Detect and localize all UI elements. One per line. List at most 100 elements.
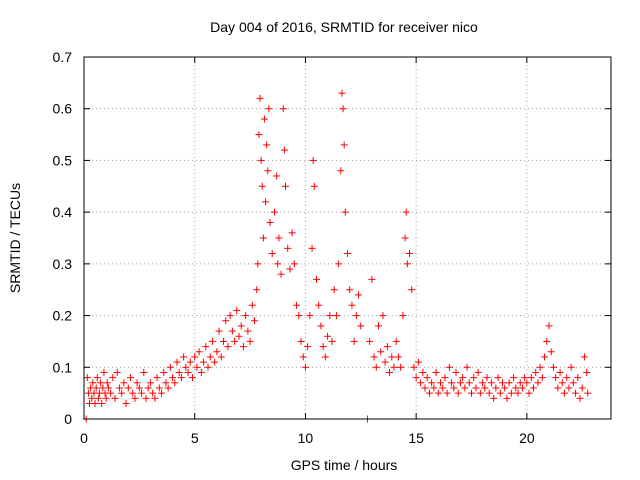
- data-point: [290, 260, 298, 268]
- data-point: [321, 353, 329, 361]
- data-point: [569, 379, 577, 387]
- axis-ticks: [83, 56, 611, 420]
- data-point: [142, 394, 150, 402]
- data-point: [293, 301, 301, 309]
- data-point: [383, 343, 391, 351]
- x-tick-label: 5: [191, 430, 199, 446]
- data-point: [138, 389, 146, 397]
- data-point: [211, 358, 219, 366]
- data-point: [100, 368, 108, 376]
- data-point: [428, 379, 436, 387]
- data-point: [175, 368, 183, 376]
- data-point: [288, 229, 296, 237]
- data-point: [335, 260, 343, 268]
- data-point: [355, 291, 363, 299]
- data-point: [326, 312, 334, 320]
- data-point: [224, 343, 232, 351]
- data-point: [344, 250, 351, 258]
- data-point: [574, 374, 582, 382]
- data-point: [280, 146, 288, 154]
- data-point: [536, 363, 544, 371]
- data-point: [346, 286, 354, 294]
- data-point: [377, 348, 385, 356]
- data-point: [503, 394, 511, 402]
- data-point: [268, 250, 276, 258]
- data-point: [465, 379, 473, 387]
- data-point: [129, 389, 137, 397]
- data-point: [146, 379, 154, 387]
- data-point: [572, 389, 580, 397]
- data-point: [437, 379, 444, 387]
- data-point: [434, 389, 442, 397]
- data-point: [518, 384, 526, 392]
- data-point: [552, 374, 560, 382]
- data-point: [366, 337, 374, 345]
- y-tick-label: 0.1: [53, 359, 73, 375]
- data-point: [254, 260, 262, 268]
- data-point: [177, 374, 185, 382]
- data-point: [93, 374, 101, 382]
- data-point: [215, 327, 223, 335]
- data-point: [233, 306, 241, 314]
- data-point: [189, 374, 196, 382]
- y-tick-label: 0.2: [53, 308, 73, 324]
- y-tick-label: 0.3: [53, 256, 73, 272]
- data-point: [140, 368, 148, 376]
- data-point: [164, 384, 172, 392]
- data-point: [120, 379, 128, 387]
- chart-title: Day 004 of 2016, SRMTID for receiver nic…: [210, 19, 478, 35]
- data-point: [419, 368, 427, 376]
- data-point: [206, 353, 214, 361]
- data-point: [258, 182, 266, 190]
- data-point: [295, 312, 303, 320]
- data-point: [445, 363, 453, 371]
- data-point: [182, 363, 190, 371]
- x-tick-label: 0: [80, 430, 88, 446]
- data-point: [186, 358, 194, 366]
- data-point: [92, 384, 100, 392]
- data-point: [538, 374, 546, 382]
- data-point: [83, 374, 91, 382]
- data-point: [410, 363, 418, 371]
- data-point: [565, 384, 573, 392]
- data-point: [306, 312, 314, 320]
- data-point: [463, 363, 471, 371]
- data-point: [388, 353, 396, 361]
- data-point: [339, 105, 347, 113]
- data-point: [217, 353, 225, 361]
- data-point: [432, 368, 440, 376]
- data-point: [448, 379, 456, 387]
- data-point: [394, 353, 402, 361]
- data-point: [299, 353, 307, 361]
- data-point: [113, 368, 121, 376]
- data-point: [461, 384, 469, 392]
- y-tick-label: 0.5: [53, 152, 73, 168]
- data-point: [115, 384, 123, 392]
- data-point: [408, 286, 416, 294]
- data-point: [273, 172, 281, 180]
- data-point: [266, 218, 274, 226]
- data-point: [265, 105, 273, 113]
- x-axis-label: GPS time / hours: [291, 457, 398, 473]
- data-point: [510, 374, 518, 382]
- data-point: [485, 389, 493, 397]
- data-point: [487, 379, 495, 387]
- data-point: [390, 363, 398, 371]
- data-point: [561, 389, 568, 397]
- data-point: [348, 301, 356, 309]
- data-point: [392, 337, 400, 345]
- y-tick-label: 0.7: [53, 49, 73, 65]
- data-point: [541, 353, 549, 361]
- data-point: [330, 286, 338, 294]
- data-point: [578, 384, 586, 392]
- data-point: [213, 348, 221, 356]
- x-tick-label: 10: [298, 430, 314, 446]
- data-point: [263, 141, 271, 149]
- data-point: [135, 384, 143, 392]
- data-point: [149, 389, 157, 397]
- data-point: [107, 389, 115, 397]
- data-point: [104, 384, 112, 392]
- data-point: [282, 182, 289, 190]
- data-point: [297, 337, 305, 345]
- data-point: [162, 379, 170, 387]
